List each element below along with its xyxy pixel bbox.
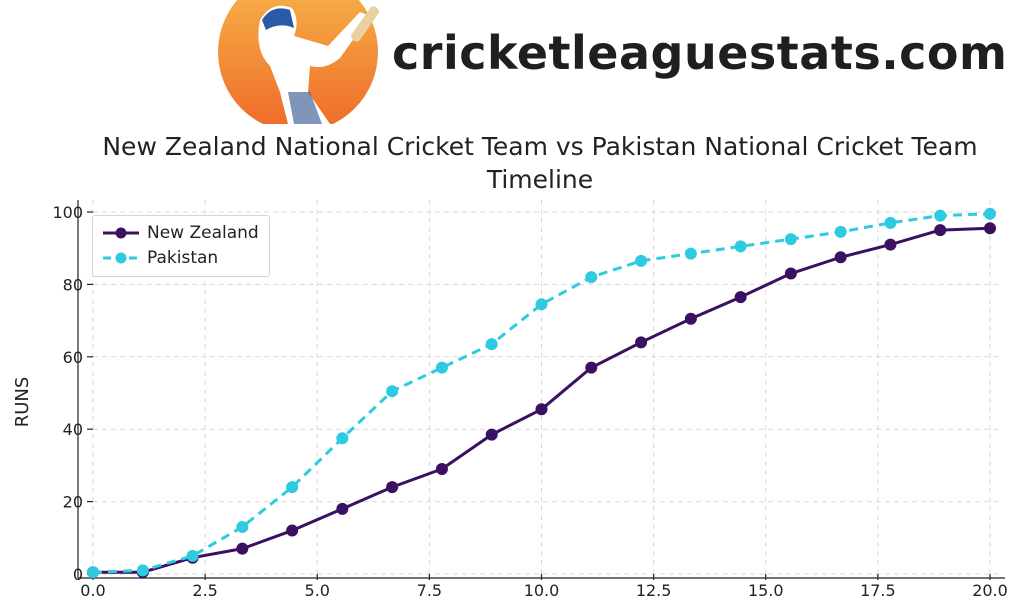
data-point-pakistan <box>236 520 249 533</box>
y-tick-label: 100 <box>52 203 83 222</box>
data-point-new-zealand <box>734 291 747 304</box>
data-point-pakistan <box>87 566 99 579</box>
data-point-new-zealand <box>784 267 797 280</box>
data-point-pakistan <box>784 233 797 246</box>
legend-swatch-new-zealand <box>103 227 139 239</box>
chart-title: New Zealand National Cricket Team vs Pak… <box>60 130 1020 196</box>
site-name[interactable]: cricketleaguestats.com <box>392 26 1008 80</box>
chart-grid <box>92 200 1000 575</box>
data-point-pakistan <box>684 247 697 260</box>
x-tick-label: 20.0 <box>972 581 1008 597</box>
x-tick-label: 5.0 <box>305 581 330 597</box>
legend-swatch-pakistan <box>103 252 139 264</box>
data-point-new-zealand <box>386 481 399 494</box>
data-point-pakistan <box>435 361 448 374</box>
x-tick-label: 15.0 <box>748 581 784 597</box>
data-point-pakistan <box>136 564 149 577</box>
x-tick-label: 12.5 <box>636 581 672 597</box>
data-point-pakistan <box>485 338 498 351</box>
site-header: cricketleaguestats.com <box>0 0 1024 124</box>
legend-label-pakistan: Pakistan <box>147 248 219 268</box>
data-point-new-zealand <box>236 542 249 555</box>
data-point-new-zealand <box>934 224 947 237</box>
data-point-new-zealand <box>585 361 598 374</box>
data-point-new-zealand <box>535 403 548 416</box>
data-point-pakistan <box>286 481 299 494</box>
legend-label-new-zealand: New Zealand <box>147 223 259 243</box>
data-point-new-zealand <box>336 502 349 515</box>
x-tick-label: 10.0 <box>524 581 560 597</box>
data-point-pakistan <box>585 271 598 284</box>
data-point-pakistan <box>386 385 399 398</box>
data-point-pakistan <box>734 240 747 253</box>
y-tick-label: 80 <box>63 275 83 294</box>
data-point-new-zealand <box>286 524 299 537</box>
data-point-new-zealand <box>984 222 996 235</box>
y-tick-label: 20 <box>63 493 83 512</box>
chart-title-line1: New Zealand National Cricket Team vs Pak… <box>102 132 978 161</box>
chart-legend: New Zealand Pakistan <box>92 215 270 277</box>
data-point-pakistan <box>884 216 897 229</box>
data-point-new-zealand <box>435 463 448 476</box>
chart-title-line2: Timeline <box>486 165 594 194</box>
data-point-pakistan <box>635 254 648 267</box>
chart-series <box>87 207 996 579</box>
y-tick-label: 60 <box>63 348 83 367</box>
legend-item-new-zealand: New Zealand <box>101 221 259 245</box>
data-point-pakistan <box>984 207 996 220</box>
x-tick-label: 7.5 <box>417 581 442 597</box>
cricket-batsman-icon <box>218 0 379 124</box>
data-point-pakistan <box>186 549 199 562</box>
data-point-new-zealand <box>834 251 847 264</box>
chart-axes: 0204060801000.02.55.07.510.012.515.017.5… <box>52 200 1008 597</box>
data-point-new-zealand <box>884 238 897 251</box>
x-tick-label: 0.0 <box>80 581 105 597</box>
x-tick-label: 17.5 <box>860 581 896 597</box>
legend-item-pakistan: Pakistan <box>101 246 218 270</box>
data-point-new-zealand <box>485 428 498 441</box>
data-point-new-zealand <box>684 312 697 325</box>
x-tick-label: 2.5 <box>192 581 217 597</box>
data-point-pakistan <box>934 209 947 222</box>
data-point-pakistan <box>535 298 548 311</box>
data-point-new-zealand <box>635 336 648 349</box>
data-point-pakistan <box>336 432 349 445</box>
y-tick-label: 40 <box>63 420 83 439</box>
data-point-pakistan <box>834 225 847 238</box>
y-axis-label: RUNS <box>12 377 33 428</box>
